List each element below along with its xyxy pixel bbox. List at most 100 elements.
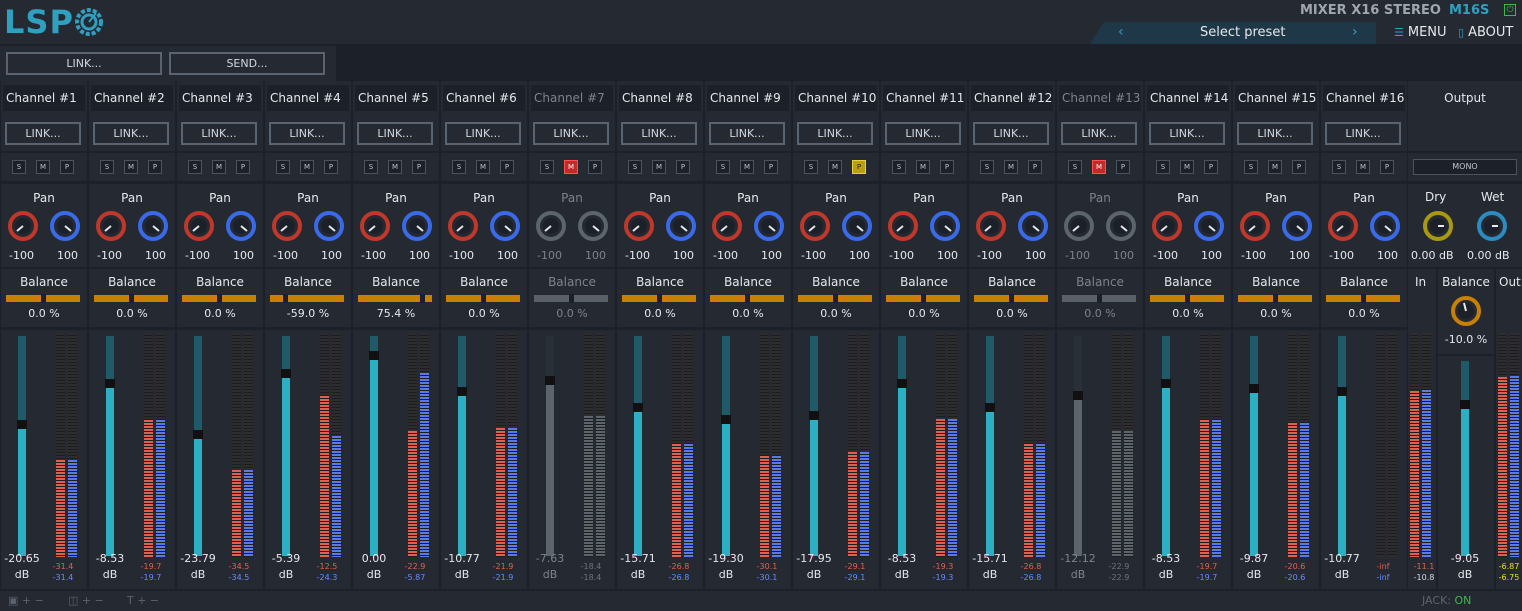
balance-handle[interactable] [568, 294, 574, 303]
mute-button[interactable]: M [1268, 160, 1282, 174]
gain-fader-handle[interactable] [809, 410, 819, 420]
gain-fader-handle[interactable] [721, 415, 731, 425]
channel-link-button[interactable]: LINK... [269, 122, 345, 145]
mute-button[interactable]: M [388, 160, 402, 174]
phase-button[interactable]: P [236, 160, 250, 174]
channel-name[interactable]: Channel #4 [267, 85, 349, 111]
solo-button[interactable]: S [980, 160, 994, 174]
balance-handle[interactable] [832, 294, 838, 303]
balance-handle[interactable] [480, 294, 486, 303]
solo-button[interactable]: S [12, 160, 26, 174]
mute-button[interactable]: M [1004, 160, 1018, 174]
gain-fader[interactable] [633, 336, 643, 556]
solo-button[interactable]: S [540, 160, 554, 174]
gain-fader-handle[interactable] [193, 430, 203, 440]
channel-name[interactable]: Channel #11 [883, 85, 965, 111]
gain-fader[interactable] [1073, 336, 1083, 556]
balance-handle[interactable] [1096, 294, 1102, 303]
channel-name[interactable]: Channel #2 [91, 85, 173, 111]
pan-right-knob[interactable] [401, 210, 433, 242]
chevron-right-icon[interactable]: › [1352, 24, 1358, 40]
phase-button[interactable]: P [412, 160, 426, 174]
pan-right-knob[interactable] [841, 210, 873, 242]
balance-slider[interactable] [622, 294, 696, 303]
balance-slider[interactable] [358, 294, 432, 303]
pan-left-knob[interactable] [1063, 210, 1095, 242]
out-balance-knob[interactable] [1450, 295, 1482, 327]
phase-button[interactable]: P [1204, 160, 1218, 174]
gain-fader[interactable] [1249, 336, 1259, 556]
channel-link-button[interactable]: LINK... [533, 122, 609, 145]
balance-slider[interactable] [534, 294, 608, 303]
mono-button[interactable]: MONO [1413, 159, 1517, 175]
balance-handle[interactable] [40, 294, 46, 303]
channel-name[interactable]: Channel #6 [443, 85, 525, 111]
gain-fader[interactable] [369, 336, 379, 556]
pan-left-knob[interactable] [359, 210, 391, 242]
phase-button[interactable]: P [1292, 160, 1306, 174]
pan-right-knob[interactable] [753, 210, 785, 242]
balance-slider[interactable] [1326, 294, 1400, 303]
mute-button[interactable]: M [1092, 160, 1106, 174]
balance-handle[interactable] [1272, 294, 1278, 303]
solo-button[interactable]: S [276, 160, 290, 174]
pan-left-knob[interactable] [799, 210, 831, 242]
channel-name[interactable]: Channel #5 [355, 85, 437, 111]
channel-link-button[interactable]: LINK... [797, 122, 873, 145]
channel-link-button[interactable]: LINK... [5, 122, 81, 145]
pan-right-knob[interactable] [137, 210, 169, 242]
pan-left-knob[interactable] [975, 210, 1007, 242]
channel-name[interactable]: Channel #9 [707, 85, 789, 111]
pan-left-knob[interactable] [535, 210, 567, 242]
gain-fader[interactable] [281, 336, 291, 556]
balance-handle[interactable] [920, 294, 926, 303]
pan-right-knob[interactable] [1281, 210, 1313, 242]
phase-button[interactable]: P [1116, 160, 1130, 174]
pan-right-knob[interactable] [1105, 210, 1137, 242]
phase-button[interactable]: P [764, 160, 778, 174]
gain-fader-handle[interactable] [369, 351, 379, 360]
pan-left-knob[interactable] [271, 210, 303, 242]
channel-name[interactable]: Channel #8 [619, 85, 701, 111]
mute-button[interactable]: M [564, 160, 578, 174]
channel-link-button[interactable]: LINK... [885, 122, 961, 145]
phase-button[interactable]: P [148, 160, 162, 174]
phase-button[interactable]: P [60, 160, 74, 174]
channel-link-button[interactable]: LINK... [1325, 122, 1401, 145]
output-gain-handle[interactable] [1460, 400, 1470, 410]
balance-handle[interactable] [216, 294, 222, 303]
balance-slider[interactable] [886, 294, 960, 303]
mute-button[interactable]: M [36, 160, 50, 174]
balance-slider[interactable] [974, 294, 1048, 303]
channel-name[interactable]: Channel #12 [971, 85, 1053, 111]
gain-fader[interactable] [193, 336, 203, 556]
balance-slider[interactable] [710, 294, 784, 303]
phase-button[interactable]: P [500, 160, 514, 174]
send-button[interactable]: SEND... [169, 52, 325, 75]
channel-link-button[interactable]: LINK... [709, 122, 785, 145]
mute-button[interactable]: M [916, 160, 930, 174]
pan-left-knob[interactable] [711, 210, 743, 242]
mute-button[interactable]: M [740, 160, 754, 174]
pan-right-knob[interactable] [665, 210, 697, 242]
balance-slider[interactable] [1150, 294, 1224, 303]
balance-handle[interactable] [1360, 294, 1366, 303]
gain-fader[interactable] [1337, 336, 1347, 556]
solo-button[interactable]: S [452, 160, 466, 174]
pan-right-knob[interactable] [929, 210, 961, 242]
gain-fader-handle[interactable] [1249, 383, 1259, 393]
channel-link-button[interactable]: LINK... [1061, 122, 1137, 145]
wet-knob[interactable] [1476, 210, 1508, 242]
solo-button[interactable]: S [1244, 160, 1258, 174]
balance-slider[interactable] [1238, 294, 1312, 303]
gain-fader-handle[interactable] [1073, 391, 1083, 401]
gain-fader[interactable] [17, 336, 27, 556]
gain-fader[interactable] [545, 336, 555, 556]
balance-slider[interactable] [270, 294, 344, 303]
pan-left-knob[interactable] [1151, 210, 1183, 242]
balance-handle[interactable] [420, 294, 426, 303]
gain-fader-handle[interactable] [105, 379, 115, 389]
mute-button[interactable]: M [124, 160, 138, 174]
mute-button[interactable]: M [300, 160, 314, 174]
phase-button[interactable]: P [676, 160, 690, 174]
